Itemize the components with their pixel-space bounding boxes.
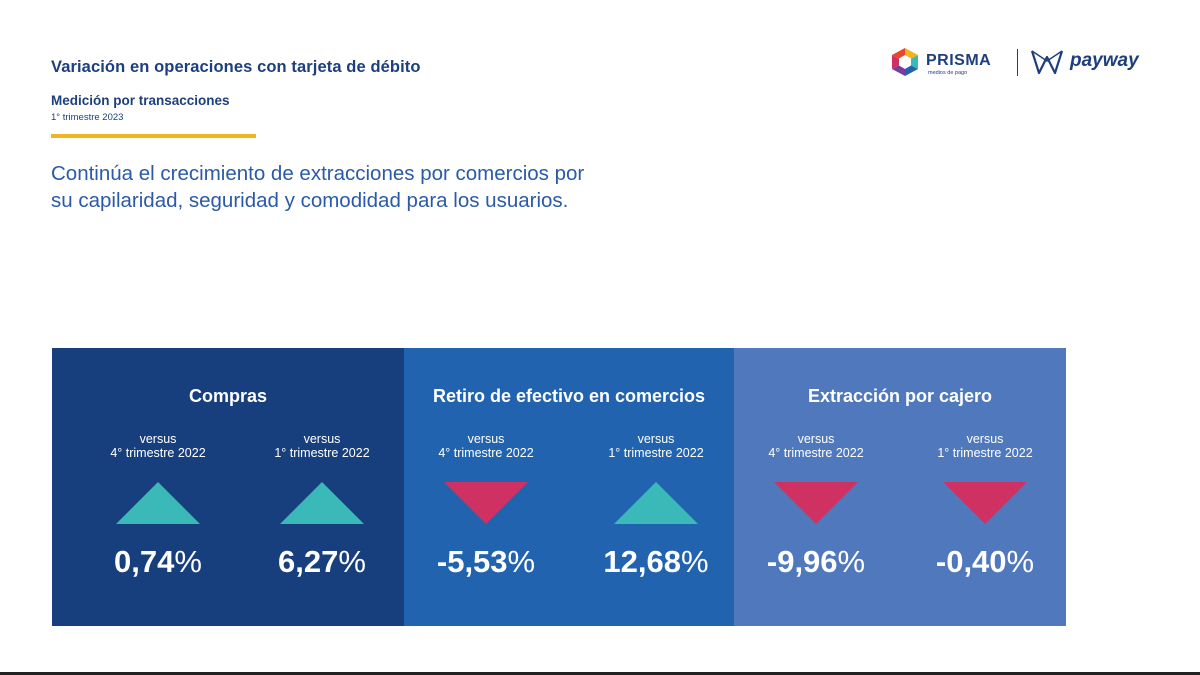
versus-label: versus [966, 432, 1004, 446]
headline-line-1: Continúa el crecimiento de extracciones … [51, 162, 585, 185]
comparison-label: versus 1° trimestre 2022 [237, 432, 407, 460]
percentage-value: -5,53% [401, 544, 571, 580]
percentage-value: 0,74% [73, 544, 243, 580]
prisma-logo-text: PRISMA [926, 52, 992, 69]
headline: Continúa el crecimiento de extracciones … [51, 160, 691, 214]
versus-label: versus [637, 432, 675, 446]
percent-sign: % [174, 544, 202, 579]
versus-label: versus [467, 432, 505, 446]
comparison-label: versus 1° trimestre 2022 [571, 432, 741, 460]
versus-label: versus [139, 432, 177, 446]
comparison-label: versus 4° trimestre 2022 [401, 432, 571, 460]
percentage-value: 12,68% [571, 544, 741, 580]
comparison-period: 4° trimestre 2022 [438, 446, 534, 460]
percentage-number: 0,74 [114, 544, 175, 579]
accent-bar [51, 134, 256, 138]
trend-up-icon [614, 482, 698, 524]
prisma-cube-icon [892, 48, 918, 76]
comparison-label: versus 4° trimestre 2022 [73, 432, 243, 460]
panel-title: Retiro de efectivo en comercios [432, 386, 706, 406]
percentage-number: -0,40 [935, 544, 1007, 579]
panel-title: Extracción por cajero [807, 386, 993, 406]
percentage-number: -9,96 [766, 544, 838, 579]
panel-extraccion-cajero: Extracción por cajero versus 4° trimestr… [734, 348, 1066, 626]
prisma-logo-tagline: medios de pago [928, 70, 968, 76]
comparison-period: 1° trimestre 2022 [608, 446, 704, 460]
metric-vs-q1-2022: versus 1° trimestre 2022 6,27% [237, 348, 407, 626]
payway-mark-icon [1030, 50, 1064, 75]
percentage-number: -5,53 [436, 544, 508, 579]
comparison-period: 1° trimestre 2022 [274, 446, 370, 460]
percent-sign: % [1006, 544, 1035, 579]
comparison-label: versus 1° trimestre 2022 [900, 432, 1070, 460]
percentage-value: 6,27% [237, 544, 407, 580]
metric-vs-q1-2022: versus 1° trimestre 2022 12,68% [571, 348, 741, 626]
metric-vs-q4-2022: versus 4° trimestre 2022 -9,96% [731, 348, 901, 626]
percent-sign: % [507, 544, 536, 579]
metric-vs-q4-2022: versus 4° trimestre 2022 0,74% [73, 348, 243, 626]
percentage-number: 6,27 [278, 544, 339, 579]
headline-line-2: su capilaridad, seguridad y comodidad pa… [51, 189, 569, 212]
percent-sign: % [681, 544, 709, 579]
trend-up-icon [280, 482, 364, 524]
trend-up-icon [116, 482, 200, 524]
bottom-border [0, 672, 1200, 675]
panel-retiro-comercios: Retiro de efectivo en comercios versus 4… [404, 348, 734, 626]
comparison-label: versus 4° trimestre 2022 [731, 432, 901, 460]
trend-down-icon [444, 482, 528, 524]
percent-sign: % [837, 544, 866, 579]
logo-divider [1017, 49, 1018, 76]
comparison-period: 4° trimestre 2022 [110, 446, 206, 460]
comparison-period: 1° trimestre 2022 [937, 446, 1033, 460]
trend-down-icon [943, 482, 1027, 524]
versus-label: versus [303, 432, 341, 446]
period-label: 1° trimestre 2023 [51, 112, 124, 123]
page-title: Variación en operaciones con tarjeta de … [51, 58, 421, 76]
comparison-period: 4° trimestre 2022 [768, 446, 864, 460]
panel-title: Compras [188, 386, 268, 406]
percentage-number: 12,68 [603, 544, 681, 579]
percent-sign: % [338, 544, 366, 579]
versus-label: versus [797, 432, 835, 446]
payway-logo-text: payway [1070, 50, 1139, 71]
trend-down-icon [774, 482, 858, 524]
brand-logos: PRISMA medios de pago payway [890, 44, 1152, 80]
page-subtitle: Medición por transacciones [51, 93, 230, 108]
metric-vs-q1-2022: versus 1° trimestre 2022 -0,40% [900, 348, 1070, 626]
panel-compras: Compras versus 4° trimestre 2022 0,74% v… [52, 348, 404, 626]
percentage-value: -9,96% [731, 544, 901, 580]
percentage-value: -0,40% [900, 544, 1070, 580]
metrics-panels: Compras versus 4° trimestre 2022 0,74% v… [52, 348, 1066, 626]
metric-vs-q4-2022: versus 4° trimestre 2022 -5,53% [401, 348, 571, 626]
